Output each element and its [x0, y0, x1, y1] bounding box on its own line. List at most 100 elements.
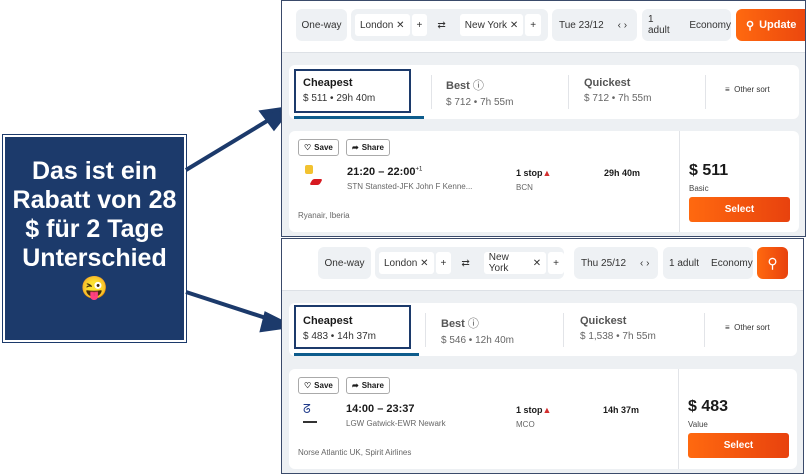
tab-detail: $ 1,538 • 7h 55m — [580, 331, 656, 342]
origin-value: London — [384, 257, 418, 269]
price: $ 483 — [688, 398, 729, 415]
fare-type: Value — [688, 420, 708, 429]
origin-field[interactable]: London ✕ — [355, 14, 410, 36]
passengers-value: 1 adult — [648, 14, 670, 36]
stops: 1 stop▲ — [516, 168, 551, 178]
airline-logos — [305, 165, 325, 193]
date-value: Tue 23/12 — [559, 19, 604, 31]
info-icon[interactable]: ⓘ — [472, 80, 484, 92]
other-sort-label: Other sort — [734, 323, 770, 332]
date-field[interactable]: Tue 23/12 ‹ › — [552, 9, 637, 41]
origin-field[interactable]: London ✕ — [379, 252, 434, 274]
search-icon: ⚲ — [746, 19, 755, 32]
prev-next-date-icons[interactable]: ‹ › — [617, 19, 628, 31]
warning-icon: ▲ — [542, 168, 552, 178]
save-button[interactable]: ♡ Save — [298, 377, 339, 394]
callout-box: Das ist ein Rabatt von 28 $ für 2 Tage U… — [2, 134, 187, 343]
stop-airport: MCO — [516, 420, 535, 429]
other-sort-button[interactable]: ≡ Other sort — [725, 85, 770, 94]
fare-type: Basic — [689, 184, 709, 193]
tab-label: Best — [441, 318, 465, 330]
cabin-value: Economy — [689, 19, 731, 31]
date-field[interactable]: Thu 25/12 ‹ › — [574, 247, 658, 279]
tab-detail: $ 712 • 7h 55m — [446, 97, 514, 108]
add-destination-icon[interactable]: + — [525, 14, 542, 36]
airlines: Norse Atlantic UK, Spirit Airlines — [298, 448, 412, 457]
passengers-field[interactable]: 1 adult Economy — [663, 247, 753, 279]
save-button[interactable]: ♡ Save — [298, 139, 339, 156]
add-origin-icon[interactable]: + — [411, 14, 428, 36]
prev-next-date-icons[interactable]: ‹ › — [640, 257, 650, 269]
other-sort-label: Other sort — [734, 85, 770, 94]
swap-icon[interactable]: ⇄ — [461, 257, 470, 269]
clear-icon[interactable]: ✕ — [509, 19, 519, 31]
tab-quickest[interactable]: Quickest $ 1,538 • 7h 55m — [580, 315, 656, 342]
divider — [425, 313, 426, 347]
airlines: Ryanair, Iberia — [298, 211, 350, 220]
arrow-bottom — [185, 290, 297, 333]
flight-times: 14:00 – 23:37 — [346, 403, 415, 415]
trip-type-select[interactable]: One-way — [318, 247, 371, 279]
search-button[interactable]: ⚲ — [757, 247, 788, 279]
passengers-value: 1 adult — [669, 257, 700, 269]
tab-cheapest[interactable]: Cheapest $ 483 • 14h 37m — [303, 315, 376, 342]
stops: 1 stop▲ — [516, 405, 551, 415]
callout-text: Das ist ein Rabatt von 28 $ für 2 Tage U… — [12, 157, 177, 272]
clear-icon[interactable]: ✕ — [532, 257, 542, 269]
share-label: Share — [361, 381, 384, 390]
select-button[interactable]: Select — [688, 433, 789, 458]
emoji-icon: 😜 — [80, 275, 109, 300]
stops-value: 1 stop — [516, 405, 543, 415]
share-icon: ➦ — [352, 143, 359, 152]
tab-label: Best — [446, 80, 470, 92]
heart-icon: ♡ — [304, 381, 312, 390]
trip-type-select[interactable]: One-way — [296, 9, 347, 41]
other-sort-button[interactable]: ≡ Other sort — [725, 323, 770, 332]
tab-label: Quickest — [584, 77, 631, 89]
clear-icon[interactable]: ✕ — [396, 19, 405, 31]
active-tab-underline — [294, 353, 419, 356]
share-button[interactable]: ➦ Share — [346, 139, 390, 156]
add-origin-icon[interactable]: + — [435, 252, 452, 274]
cheapest-highlight — [294, 305, 411, 349]
passengers-field[interactable]: 1 adult Economy — [642, 9, 731, 41]
destination-field[interactable]: New York ✕ — [483, 252, 547, 274]
tab-cheapest[interactable]: Cheapest $ 511 • 29h 40m — [303, 77, 375, 104]
sort-icon: ≡ — [725, 85, 730, 94]
result-card: ♡ Save ➦ Share 21:20 – 22:00+1 STN Stanste… — [289, 131, 799, 232]
route-fields: London ✕ + ⇄ New York ✕ + — [375, 247, 564, 279]
tab-best[interactable]: Best ⓘ $ 712 • 7h 55m — [446, 77, 513, 108]
divider — [568, 75, 569, 109]
duration: 29h 40m — [604, 168, 641, 178]
search-bar: One-way London ✕ + ⇄ New York ✕ + Thu 25… — [282, 239, 803, 291]
tab-detail: $ 511 • 29h 40m — [303, 93, 376, 104]
price-divider — [679, 131, 680, 232]
share-button[interactable]: ➦ Share — [346, 377, 390, 394]
update-button[interactable]: ⚲ Update — [736, 9, 805, 41]
tab-label: Quickest — [580, 315, 627, 327]
destination-field[interactable]: New York ✕ — [459, 14, 524, 36]
route: LGW Gatwick-EWR Newark — [346, 419, 446, 428]
swap-icon[interactable]: ⇄ — [437, 19, 446, 31]
add-destination-icon[interactable]: + — [548, 252, 564, 274]
cabin-value: Economy — [711, 257, 753, 269]
sort-tabs: Cheapest $ 511 • 29h 40m Best ⓘ $ 712 • 7h… — [289, 65, 799, 119]
divider — [705, 75, 706, 109]
clear-icon[interactable]: ✕ — [420, 257, 429, 269]
select-button[interactable]: Select — [689, 197, 790, 222]
divider — [704, 313, 705, 347]
share-icon: ➦ — [352, 381, 359, 390]
divider — [563, 313, 564, 347]
price-divider — [678, 369, 679, 469]
search-results-panel-1: One-way London ✕ + ⇄ New York ✕ + Tue 23… — [281, 0, 806, 237]
flight-times: 21:20 – 22:00+1 — [347, 166, 422, 178]
tab-detail: $ 483 • 14h 37m — [303, 331, 376, 342]
tab-best[interactable]: Best ⓘ $ 546 • 12h 40m — [441, 315, 514, 346]
info-icon[interactable]: ⓘ — [467, 318, 479, 330]
tab-quickest[interactable]: Quickest $ 712 • 7h 55m — [584, 77, 651, 104]
divider — [431, 75, 432, 109]
search-results-panel-2: One-way London ✕ + ⇄ New York ✕ + Thu 25… — [281, 238, 804, 474]
save-label: Save — [314, 381, 333, 390]
search-bar: One-way London ✕ + ⇄ New York ✕ + Tue 23… — [282, 1, 805, 53]
destination-value: New York — [488, 252, 509, 274]
